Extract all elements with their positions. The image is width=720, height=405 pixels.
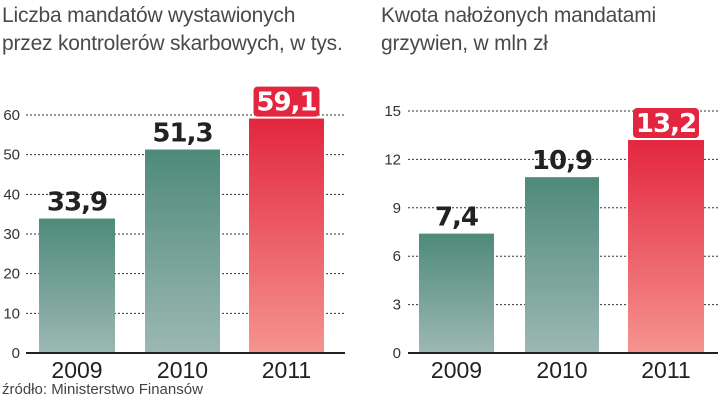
value-badge [633,108,699,139]
y-tick-label: 12 [384,151,401,168]
x-tick-label: 2009 [431,357,482,383]
y-tick-label: 0 [12,345,20,362]
x-tick-label: 2011 [262,357,311,383]
chart-title-line: przez kontrolerów skarbowych, w tys. [2,32,343,55]
bar-2011 [249,118,324,353]
bar-2009 [39,218,115,353]
chart-title-line: grzywien, w mln zł [381,32,548,55]
x-tick-label: 2010 [157,357,208,383]
data-label: 10,9 [532,146,592,176]
data-label: 7,4 [435,203,478,233]
y-tick-label: 30 [3,226,20,243]
y-tick-label: 3 [393,297,401,314]
bar-2009 [419,233,494,353]
chart-title-left: Liczba mandatów wystawionych przez kontr… [2,2,352,58]
data-label: 33,9 [47,188,107,218]
data-label: 51,3 [152,119,212,149]
y-tick-label: 40 [3,186,20,203]
y-tick-label: 0 [393,345,401,362]
y-tick-label: 10 [3,305,20,322]
x-tick-label: 2011 [641,357,690,383]
y-tick-label: 50 [3,147,20,164]
y-tick-label: 15 [384,103,401,120]
chart-title-line: Kwota nałożonych mandatami [381,4,656,27]
bar-2010 [145,149,220,353]
y-tick-label: 60 [3,107,20,124]
x-tick-label: 2010 [536,357,587,383]
bar-2010 [525,177,599,353]
chart-1: 0 10 20 30 40 50 60 33,9 2009 51,3 2010 59,1 2011 [3,86,345,383]
data-label: 59,1 [256,88,316,118]
y-tick-label: 6 [393,248,401,265]
chart-title-right: Kwota nałożonych mandatami grzywien, w m… [381,2,711,58]
y-tick-label: 9 [393,200,401,217]
source-note: źródło: Ministerstwo Finansów [2,381,203,398]
chart-2: 0 3 6 9 12 15 7,4 2009 10,9 2010 13,2 2011 [384,103,718,383]
y-tick-label: 20 [3,266,20,283]
x-tick-label: 2009 [51,357,102,383]
bar-2011 [628,140,704,353]
value-badge [253,86,320,117]
data-label: 13,2 [636,109,696,139]
chart-title-line: Liczba mandatów wystawionych [2,4,296,27]
